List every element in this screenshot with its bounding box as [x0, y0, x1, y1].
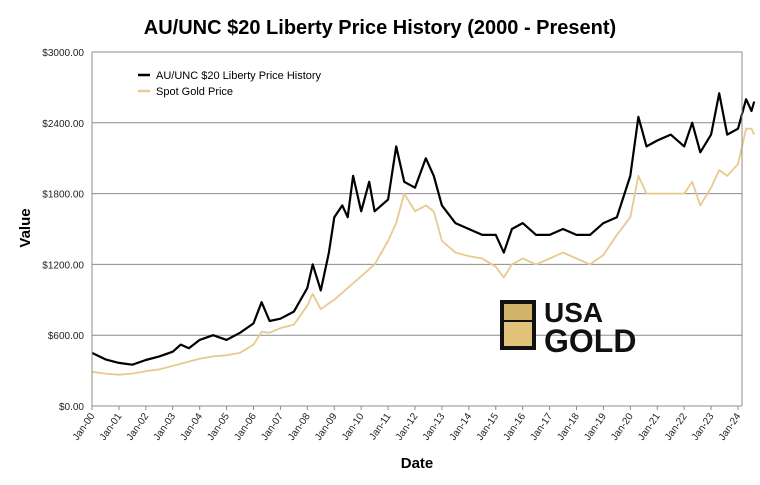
x-tick-label: Jan-17	[528, 411, 555, 443]
x-tick-label: Jan-19	[582, 411, 609, 443]
x-tick-label: Jan-20	[609, 411, 636, 443]
logo-text-usa: USA	[544, 297, 603, 328]
x-tick-label: Jan-10	[340, 411, 367, 443]
x-tick-label: Jan-08	[286, 411, 313, 443]
y-axis-title: Value	[17, 208, 34, 247]
x-tick-label: Jan-15	[475, 411, 502, 443]
y-tick-label: $1800.00	[42, 190, 84, 201]
x-tick-label: Jan-21	[636, 411, 663, 443]
logo-text-gold: GOLD	[544, 323, 636, 359]
x-tick-label: Jan-23	[690, 411, 717, 443]
x-tick-label: Jan-05	[205, 411, 232, 443]
legend: AU/UNC $20 Liberty Price History Spot Go…	[138, 70, 322, 98]
series-line-spot-gold	[91, 127, 756, 376]
x-tick-label: Jan-14	[448, 411, 475, 443]
x-tick-label: Jan-24	[717, 411, 744, 443]
x-tick-label: Jan-18	[555, 411, 582, 443]
x-axis-title: Date	[401, 455, 434, 472]
x-tick-label: Jan-09	[313, 411, 340, 443]
logo-flag	[504, 304, 532, 320]
x-tick-label: Jan-13	[421, 411, 448, 443]
x-tick-label: Jan-03	[152, 411, 179, 443]
y-tick-label: $2400.00	[42, 119, 84, 130]
chart-title: AU/UNC $20 Liberty Price History (2000 -…	[144, 17, 616, 39]
legend-label-liberty: AU/UNC $20 Liberty Price History	[156, 70, 322, 82]
y-tick-label: $600.00	[48, 331, 85, 342]
y-tick-label: $1200.00	[42, 260, 84, 271]
x-tick-label: Jan-01	[98, 411, 125, 443]
x-tick-label: Jan-16	[502, 411, 529, 443]
series-line-liberty	[91, 92, 756, 366]
y-tick-label: $3000.00	[42, 48, 84, 59]
logo-eagle	[504, 322, 532, 346]
legend-label-spot: Spot Gold Price	[156, 86, 233, 98]
x-tick-label: Jan-04	[179, 411, 206, 443]
axes: $0.00 $600.00 $1200.00 $1800.00 $2400.00 $300…	[42, 48, 743, 443]
y-tick-label: $0.00	[59, 402, 84, 413]
x-tick-label: Jan-00	[71, 411, 98, 443]
series	[91, 92, 756, 376]
x-tick-label: Jan-12	[394, 411, 421, 443]
x-tick-label: Jan-02	[125, 411, 152, 443]
x-tick-label: Jan-11	[367, 411, 393, 442]
usa-gold-logo: USA GOLD	[500, 297, 636, 359]
grid	[92, 51, 742, 407]
x-tick-label: Jan-22	[663, 411, 690, 443]
x-tick-label: Jan-07	[259, 411, 286, 443]
x-tick-label: Jan-06	[232, 411, 259, 443]
